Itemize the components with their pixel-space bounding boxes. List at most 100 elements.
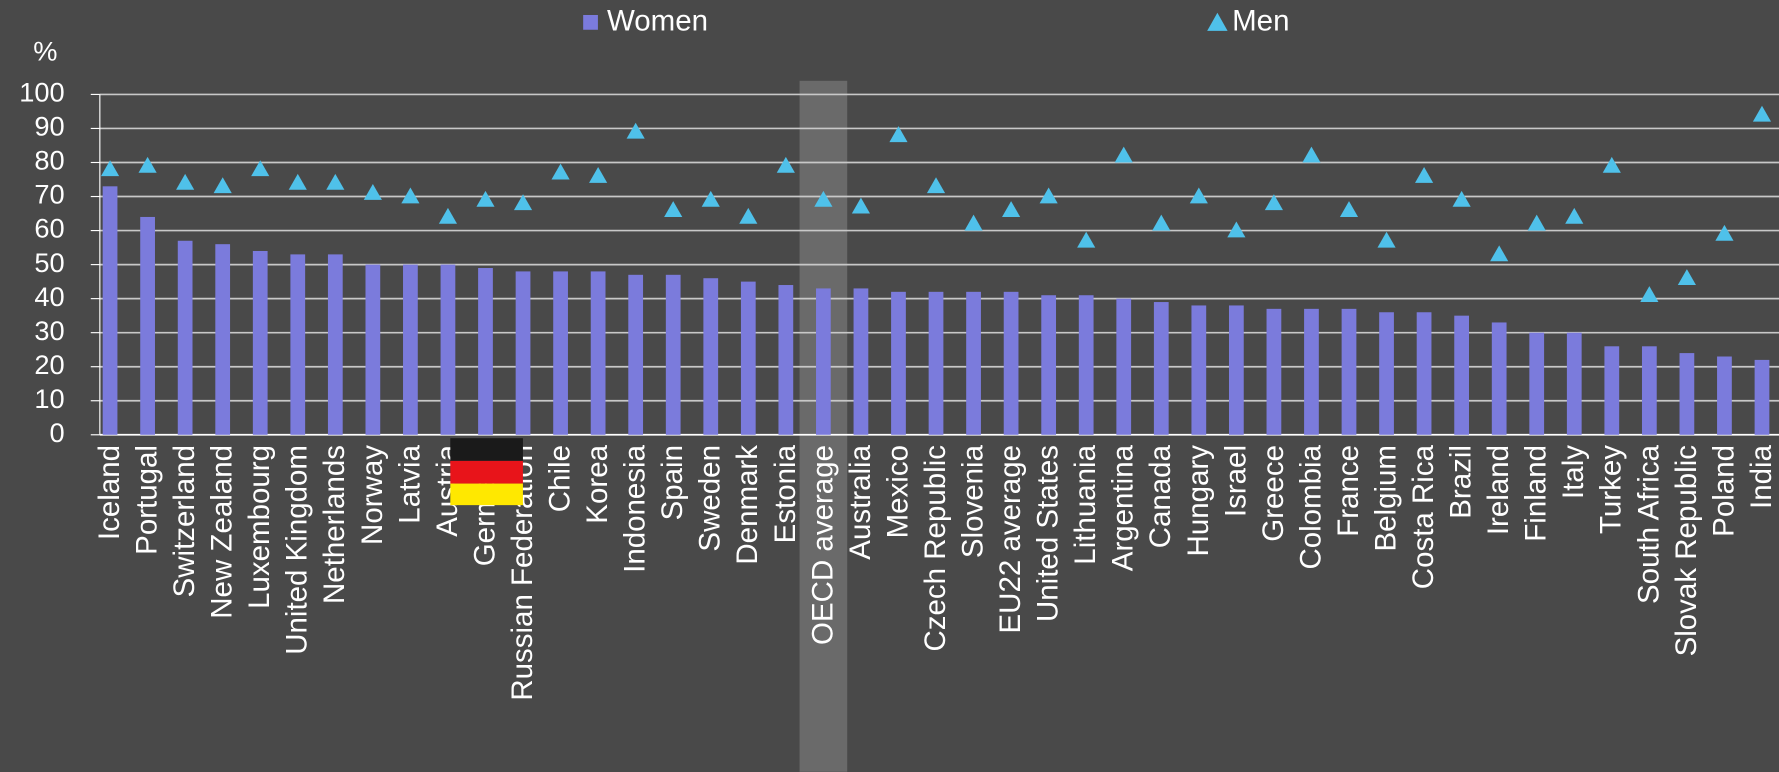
x-tick-label: Korea (581, 444, 614, 523)
marker (1415, 167, 1434, 183)
marker (1227, 221, 1246, 238)
marker (1264, 194, 1283, 211)
bar (1454, 315, 1470, 435)
x-tick-label: Estonia (769, 444, 802, 543)
bar (1228, 305, 1244, 435)
marker (363, 184, 382, 200)
bar (1679, 353, 1695, 435)
y-tick-label: 30 (34, 315, 64, 346)
flag-red (450, 460, 523, 484)
x-tick-label: Colombia (1294, 444, 1327, 569)
x-tick-label: Costa Rica (1407, 444, 1440, 589)
flag-gold (450, 483, 523, 506)
marker (213, 177, 232, 194)
bar (590, 271, 606, 435)
bar (740, 281, 756, 435)
bar (215, 244, 231, 435)
x-tick-label: Spain (656, 445, 689, 520)
marker (626, 122, 645, 139)
x-tick-label: EU22 average (994, 445, 1027, 633)
bar (1641, 346, 1657, 435)
bar (478, 268, 493, 435)
x-tick-label: Italy (1557, 445, 1590, 499)
x-tick-label: Norway (356, 445, 389, 545)
bar (440, 264, 456, 435)
bar (177, 240, 193, 435)
marker (1677, 269, 1696, 286)
y-tick-label: 70 (34, 179, 64, 210)
marker (1490, 245, 1509, 262)
bar (290, 254, 306, 435)
marker (851, 197, 871, 214)
marker (776, 156, 795, 173)
marker (401, 187, 420, 204)
bar (140, 216, 155, 435)
marker (551, 163, 570, 180)
bar (1491, 322, 1507, 435)
x-tick-label: Brazil (1445, 445, 1478, 519)
y-tick-label: 100 (19, 77, 64, 108)
bar (928, 291, 944, 435)
x-tick-label: Sweden (694, 445, 727, 552)
bar (515, 271, 531, 435)
marker (476, 190, 495, 207)
bar (1529, 332, 1545, 435)
marker (1602, 156, 1621, 173)
bar (703, 278, 719, 435)
marker (814, 190, 833, 207)
bar (1604, 346, 1620, 435)
x-tick-label: Australia (844, 444, 877, 559)
x-tick-label: Argentina (1107, 444, 1140, 571)
y-tick-label: 10 (34, 383, 64, 414)
x-tick-label: Turkey (1595, 445, 1628, 534)
bar (853, 288, 869, 435)
marker (739, 207, 758, 224)
marker (701, 190, 720, 207)
x-tick-label: Netherlands (318, 445, 351, 604)
bar (1078, 295, 1094, 435)
y-tick-label: 80 (34, 145, 64, 176)
bar (628, 274, 644, 435)
marker (1152, 214, 1171, 231)
marker (1527, 214, 1546, 231)
bar (365, 264, 381, 435)
x-tick-label: France (1332, 445, 1365, 537)
bar (553, 271, 568, 435)
marker (138, 156, 157, 173)
marker (326, 173, 345, 190)
x-tick-label: Latvia (393, 444, 426, 523)
x-tick-label: Belgium (1369, 445, 1402, 552)
marker (889, 126, 908, 143)
x-tick-label: Mexico (881, 445, 914, 538)
bar (1266, 308, 1282, 435)
marker (100, 160, 120, 177)
marker (1114, 146, 1133, 163)
x-tick-label: Lithuania (1069, 444, 1102, 564)
marker (1565, 207, 1584, 224)
x-tick-label: Israel (1219, 445, 1252, 517)
bar (1041, 295, 1057, 435)
bar (665, 274, 681, 435)
x-tick-label: Slovak Republic (1670, 445, 1703, 656)
x-tick-label: Denmark (731, 445, 764, 565)
bar (1379, 312, 1394, 435)
y-tick-label: 20 (34, 349, 64, 380)
marker (288, 173, 307, 190)
x-tick-label: Portugal (131, 445, 164, 555)
marker (1077, 231, 1096, 248)
bar (403, 264, 418, 435)
x-tick-label: Hungary (1182, 445, 1215, 557)
bar (966, 291, 981, 435)
bar (816, 288, 831, 435)
x-tick-label: Chile (544, 445, 577, 512)
marker (513, 194, 533, 211)
marker (1640, 286, 1659, 303)
y-tick-label: 40 (34, 281, 64, 312)
bar (1153, 302, 1169, 435)
legend-label: Men (1232, 5, 1289, 38)
x-tick-label: Czech Republic (919, 445, 952, 651)
marker (1189, 187, 1208, 204)
x-tick-label: South Africa (1632, 444, 1665, 604)
bar (1416, 312, 1432, 435)
